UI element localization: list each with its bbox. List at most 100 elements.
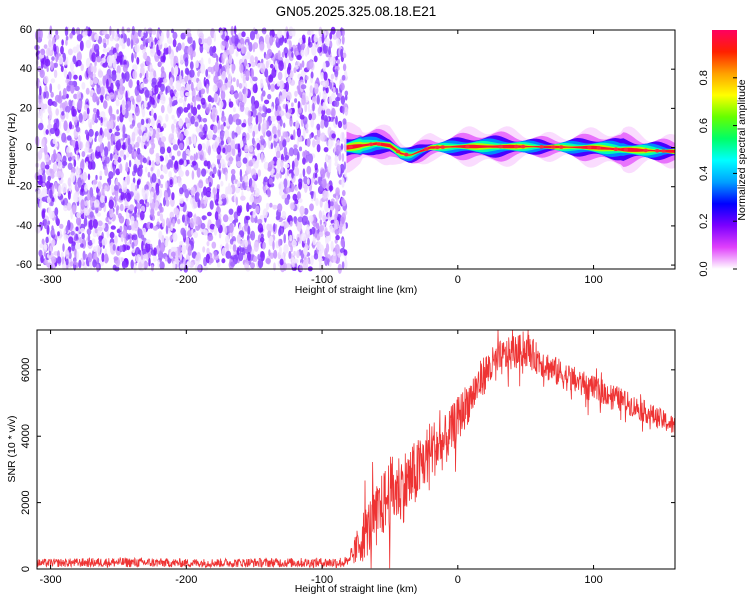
heatmap-noise-cell xyxy=(165,113,169,122)
heatmap-noise-cell xyxy=(335,88,339,95)
heatmap-noise-cell xyxy=(160,136,167,143)
heatmap-noise-cell xyxy=(76,251,79,260)
heatmap-noise-cell xyxy=(59,223,64,229)
heatmap-noise-cell xyxy=(43,221,48,230)
heatmap-noise-cell xyxy=(301,94,306,106)
heatmap-noise-cell xyxy=(209,200,214,210)
heatmap-noise-cell xyxy=(125,161,129,173)
heatmap-noise-cell xyxy=(50,60,54,71)
heatmap-noise-cell xyxy=(146,239,151,245)
heatmap-noise-cell xyxy=(149,195,153,204)
heatmap-noise-cell xyxy=(66,135,72,141)
heatmap-noise-cell xyxy=(166,146,172,154)
heatmap-peak-cell xyxy=(539,145,544,149)
heatmap-noise-cell xyxy=(295,120,300,130)
heatmap-noise-cell xyxy=(114,131,121,137)
heatmap-noise-cell xyxy=(328,46,331,56)
heatmap-noise-cell xyxy=(142,192,149,200)
heatmap-noise-cell xyxy=(164,239,169,247)
heatmap-noise-cell xyxy=(39,109,43,120)
heatmap-noise-cell xyxy=(101,57,106,63)
heatmap-noise-cell xyxy=(226,81,232,88)
heatmap-noise-cell xyxy=(228,223,234,234)
heatmap-noise-cell xyxy=(82,111,88,121)
heatmap-noise-cell xyxy=(60,45,64,55)
heatmap-noise-cell xyxy=(261,58,264,64)
heatmap-noise-cell xyxy=(310,191,314,200)
heatmap-signal-layer xyxy=(346,141,675,157)
heatmap-noise-cell xyxy=(302,43,306,49)
heatmap-noise-cell xyxy=(135,254,142,263)
heatmap-noise-cell xyxy=(49,211,55,219)
heatmap-noise-cell xyxy=(335,194,339,203)
heatmap-noise-cell xyxy=(99,144,104,154)
heatmap-noise-cell xyxy=(101,252,105,263)
heatmap-noise-cell xyxy=(136,147,141,155)
heatmap-noise-cell xyxy=(342,118,347,125)
heatmap-noise-cell xyxy=(295,185,299,192)
heatmap-noise-cell xyxy=(82,250,86,261)
heatmap-noise-cell xyxy=(248,145,254,153)
heatmap-noise-cell xyxy=(202,186,207,196)
heatmap-noise-cell xyxy=(269,223,273,233)
heatmap-noise-cell xyxy=(177,106,184,114)
heatmap-noise-cell xyxy=(276,98,281,104)
heatmap-noise-cell xyxy=(54,127,60,137)
heatmap-noise-cell xyxy=(140,118,145,126)
heatmap-noise-cell xyxy=(269,63,274,69)
heatmap-noise-cell xyxy=(44,154,50,163)
heatmap-noise-cell xyxy=(201,143,207,151)
heatmap-noise-cell xyxy=(306,258,309,263)
heatmap-noise-cell xyxy=(263,161,270,170)
heatmap-noise-cell xyxy=(210,66,214,75)
heatmap-noise-cell xyxy=(256,142,261,151)
heatmap-noise-cell xyxy=(255,198,262,204)
heatmap-noise-cell xyxy=(325,243,330,253)
heatmap-noise-cell xyxy=(154,84,159,95)
heatmap-noise-cell xyxy=(66,202,72,211)
heatmap-noise-cell xyxy=(318,26,323,37)
heatmap-noise-cell xyxy=(89,80,94,85)
heatmap-noise-cell xyxy=(107,178,110,183)
heatmap-noise-cell xyxy=(172,261,176,270)
heatmap-noise-cell xyxy=(330,26,336,35)
heatmap-noise-cell xyxy=(40,58,44,69)
heatmap-noise-cell xyxy=(84,30,88,35)
heatmap-noise-cell xyxy=(76,33,83,42)
heatmap-noise-cell xyxy=(129,204,135,212)
heatmap-noise-cell xyxy=(316,144,321,153)
heatmap-noise-cell xyxy=(324,231,330,237)
heatmap-noise-cell xyxy=(84,147,89,154)
heatmap-noise-cell xyxy=(56,256,62,264)
heatmap-noise-cell xyxy=(187,103,191,110)
heatmap-y-tick-label: 40 xyxy=(20,63,32,75)
heatmap-noise-cell xyxy=(305,154,309,163)
heatmap-noise-cell xyxy=(116,109,119,115)
heatmap-noise-cell xyxy=(276,158,282,169)
heatmap-noise-cell xyxy=(41,209,46,220)
heatmap-noise-cell xyxy=(127,225,132,231)
heatmap-frame xyxy=(36,29,676,270)
heatmap-noise-cell xyxy=(96,56,102,63)
heatmap-noise-cell xyxy=(337,58,340,65)
heatmap-noise-cell xyxy=(177,175,181,184)
heatmap-noise-cell xyxy=(47,175,51,182)
heatmap-noise-cell xyxy=(261,28,266,33)
heatmap-noise-cell xyxy=(118,139,121,146)
heatmap-noise-cell xyxy=(120,191,124,201)
heatmap-noise-cell xyxy=(220,115,227,123)
heatmap-noise-cell xyxy=(124,71,130,82)
heatmap-noise-cell xyxy=(120,233,124,243)
heatmap-noise-cell xyxy=(75,193,79,203)
heatmap-noise-cell xyxy=(162,165,168,173)
snr-y-tick-label: 4000 xyxy=(20,424,32,448)
heatmap-noise-cell xyxy=(239,240,245,247)
heatmap-noise-cell xyxy=(271,168,275,174)
heatmap-noise-cell xyxy=(169,97,173,108)
heatmap-noise-cell xyxy=(172,100,178,106)
heatmap-noise-cell xyxy=(225,250,232,259)
heatmap-noise-cell xyxy=(289,202,295,210)
heatmap-noise-cell xyxy=(304,102,308,113)
heatmap-noise-cell xyxy=(120,34,123,39)
heatmap-noise-cell xyxy=(305,75,309,81)
